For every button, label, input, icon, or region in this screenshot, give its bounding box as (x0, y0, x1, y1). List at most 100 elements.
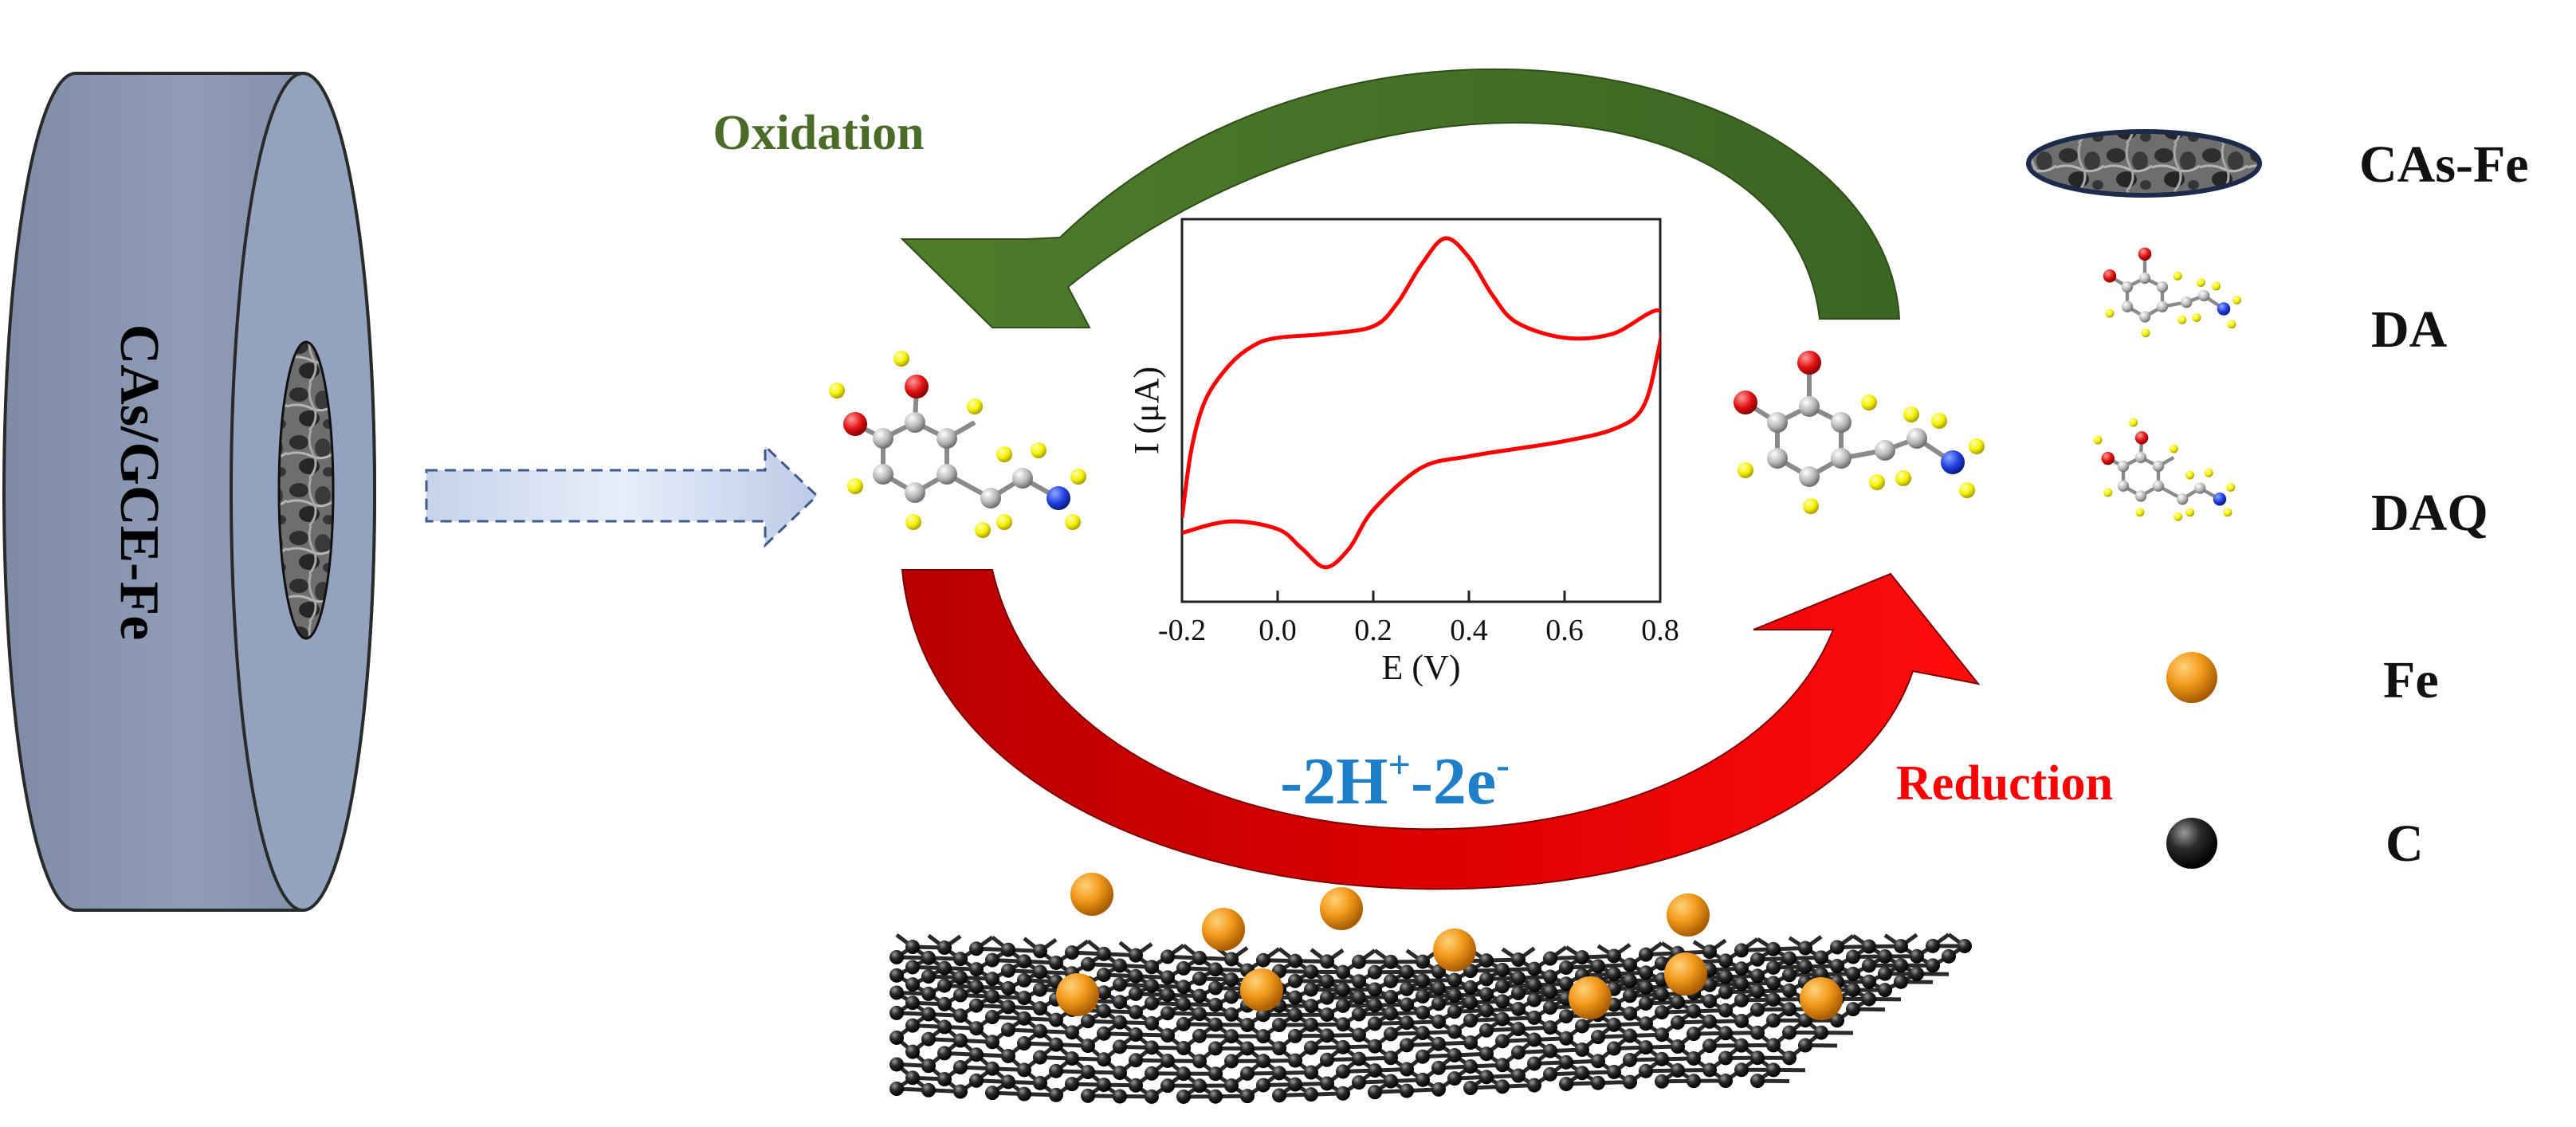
carbon-atom (1336, 1086, 1350, 1101)
carbon-atom (1400, 1062, 1414, 1077)
carbon-atom (1320, 1007, 1334, 1022)
carbon-atom (1033, 964, 1047, 979)
carbon-atom (1639, 965, 1653, 980)
carbon-atom (1766, 960, 1781, 975)
carbon-atom (1224, 972, 1239, 987)
carbon-atom (1176, 1066, 1191, 1081)
carbon-atom (1336, 999, 1350, 1013)
carbon-atom (1862, 975, 1876, 989)
carbon-atom (1304, 1087, 1318, 1101)
carbon-atom (1718, 1026, 1733, 1040)
carbon-atom (1543, 1067, 1557, 1082)
carbon-atom (1463, 995, 1478, 1010)
carbon-atom (1368, 1016, 1382, 1031)
carbon-atom (1384, 1074, 1398, 1089)
carbon-atom (1192, 1007, 1207, 1021)
carbon-atom (1224, 1007, 1239, 1022)
carbon-atom (1033, 983, 1047, 997)
carbon-atom (1145, 960, 1159, 974)
carbon-atom (1543, 952, 1557, 966)
carbon-atom (1400, 982, 1414, 996)
carbon-atom (905, 977, 920, 992)
carbon-atom (1543, 1020, 1557, 1035)
carbon-atom (1671, 1063, 1685, 1078)
carbon-atom (1814, 1026, 1828, 1040)
carbon-atom (1224, 1078, 1239, 1093)
carbon-atom (1655, 1052, 1669, 1066)
carbon-atom (1543, 984, 1557, 999)
carbon-atom (1208, 1066, 1223, 1081)
carbon-atom (1463, 1035, 1478, 1050)
carbon-atom (1591, 959, 1605, 973)
carbon-atom (1479, 1070, 1494, 1084)
carbon-atom (1479, 1023, 1494, 1038)
carbon-atom (1782, 968, 1797, 982)
carbon-atom (1734, 943, 1749, 957)
carbon-atom (1113, 1039, 1127, 1054)
carbon-atom (1591, 1076, 1605, 1090)
carbon-atom (921, 1032, 936, 1046)
carbon-atom (1750, 984, 1765, 999)
carbon-atom (1160, 1054, 1175, 1068)
carbon-atom (1718, 985, 1733, 999)
carbon-atom (1256, 953, 1270, 968)
carbon-atom-icon (2166, 818, 2217, 869)
carbon-atom (1750, 1026, 1765, 1040)
iron-atom-icon (2166, 652, 2217, 703)
carbon-atom (1001, 943, 1015, 957)
carbon-atom (1750, 968, 1765, 983)
dopamine-molecule-icon (2103, 248, 2241, 338)
carbon-atom (1113, 1066, 1127, 1080)
carbon-atom (1352, 1028, 1366, 1043)
carbon-atom (1192, 1054, 1207, 1068)
carbon-atom (953, 952, 968, 966)
carbon-atom (1160, 1028, 1175, 1043)
carbon-atom (1766, 992, 1781, 1007)
carbon-atom (1033, 944, 1047, 958)
carbon-atom (1671, 1015, 1685, 1030)
carbon-atom (1623, 1075, 1637, 1090)
carbon-atom (1718, 1003, 1733, 1018)
carbon-atom (921, 951, 936, 965)
carbon-atom (1718, 970, 1733, 984)
carbon-atom (1527, 962, 1541, 976)
carbon-atom (1511, 952, 1526, 967)
carbon-atom (1431, 996, 1446, 1011)
carbon-atom (1224, 1029, 1239, 1043)
carbon-atom (1384, 1007, 1398, 1021)
electrode-cylinder: CAs/GCE-Fe (4, 73, 375, 910)
dopamine-quinone-molecule (829, 351, 1086, 538)
carbon-atom (1862, 958, 1876, 972)
carbon-atom (1129, 1027, 1143, 1042)
carbon-atom (1400, 997, 1414, 1011)
carbon-atom (1527, 1056, 1541, 1070)
carbon-atom (1017, 973, 1031, 988)
carbon-aerogel-disc-icon (2028, 132, 2260, 195)
carbon-atom (1208, 962, 1223, 976)
carbon-atom (1192, 1078, 1207, 1093)
carbon-atom (1081, 1089, 1095, 1103)
carbon-atom (1176, 1090, 1191, 1104)
carbon-atom (1543, 1044, 1557, 1058)
carbon-atom (1575, 1043, 1589, 1057)
carbon-atom (1304, 983, 1318, 997)
carbon-atom (985, 1086, 999, 1100)
carbon-atom (1384, 974, 1398, 988)
carbon-atom (1113, 959, 1127, 973)
carbon-atom (1416, 989, 1430, 1003)
x-tick-label: 0.4 (1450, 614, 1488, 647)
carbon-atom (1718, 953, 1733, 968)
carbon-atom (1862, 940, 1876, 954)
carbon-atom (937, 940, 952, 955)
carbon-atom (1687, 1074, 1701, 1088)
carbon-atom (905, 995, 920, 1010)
carbon-atom (1336, 1040, 1350, 1054)
carbon-atom (1001, 1074, 1015, 1089)
carbon-atom (1495, 1012, 1510, 1027)
carbon-atom (1416, 973, 1430, 988)
carbon-atom (1384, 1050, 1398, 1065)
carbon-atom (1097, 947, 1111, 961)
x-tick-label: 0.6 (1545, 614, 1584, 647)
carbon-atom (1607, 967, 1621, 981)
flow-arrow (426, 446, 817, 545)
